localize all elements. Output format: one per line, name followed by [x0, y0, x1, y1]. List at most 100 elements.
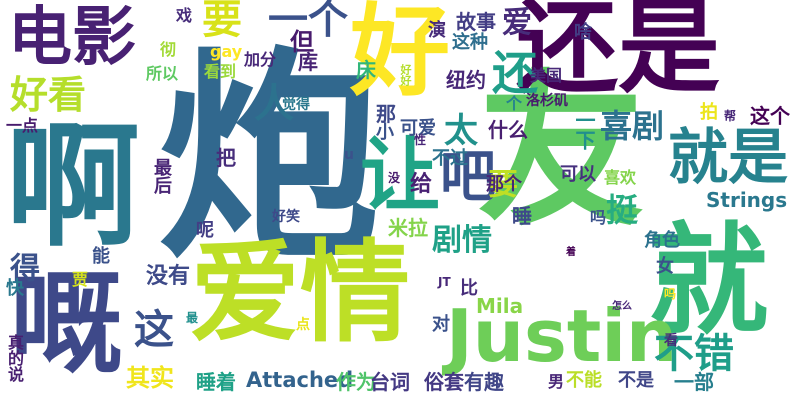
- word-keyi: 可以: [560, 164, 596, 185]
- word-ge: 个: [506, 94, 523, 113]
- word-meiguo: 美国: [530, 66, 563, 85]
- word-bang: 帮: [724, 109, 737, 123]
- word-zhendeshuo: 真的说: [5, 334, 24, 382]
- word-xiao: 小: [376, 122, 394, 143]
- word-nage: 那个: [486, 174, 522, 195]
- word-yao2: 要: [482, 168, 517, 198]
- word-jia: 贾: [72, 270, 89, 289]
- word-mila: Mila: [476, 294, 524, 318]
- word-u: u: [344, 147, 354, 163]
- word-zhege: 这个: [750, 104, 790, 128]
- word-haohao: 好好: [399, 64, 412, 86]
- word-buguo: 不过: [432, 148, 468, 169]
- word-attached: Attached: [246, 368, 354, 392]
- word-bucuo: 不错: [654, 331, 734, 377]
- word-tai: 太: [444, 111, 478, 151]
- word-zui: 最: [186, 311, 199, 325]
- word-dianying: 电影: [8, 1, 136, 75]
- word-yidian: 一点: [6, 116, 39, 135]
- word-qishi: 其实: [126, 364, 174, 392]
- word-luoshanji: 洛杉矶: [526, 93, 568, 109]
- word-nv: 女: [656, 256, 674, 277]
- word-bi: 比: [460, 278, 478, 299]
- word-xihuan: 喜欢: [604, 168, 637, 187]
- word-yan: 演: [428, 20, 446, 41]
- word-shui: 睡: [512, 204, 532, 228]
- word-gushi: 故事: [456, 10, 496, 34]
- word-jiu: 就: [648, 212, 768, 351]
- word-yibu: 一部: [674, 370, 714, 394]
- word-ai: 爱: [496, 6, 531, 36]
- word-juese: 角色: [644, 230, 680, 251]
- word-zuowei: 作为: [336, 370, 376, 394]
- word-shenme: 什么: [488, 118, 528, 142]
- word-dui: 对: [432, 314, 450, 335]
- word-juqing: 剧情: [432, 223, 492, 258]
- word-keai: 可爱: [400, 118, 436, 139]
- word-yao: 要: [202, 0, 242, 43]
- word-bushi: 不是: [618, 370, 654, 391]
- word-neng: 能: [92, 246, 110, 267]
- word-xi: 戏: [176, 6, 193, 25]
- word-kai: 嘅: [10, 259, 122, 389]
- word-shuizhe: 睡着: [196, 370, 236, 394]
- word-zhe2: 着: [566, 247, 576, 258]
- word-sutao: 俗套: [424, 370, 464, 394]
- word-ku: 库: [298, 50, 318, 74]
- word-ba: 吧: [440, 145, 496, 210]
- word-xiju: 喜剧: [600, 107, 665, 145]
- word-meiyou: 没有: [146, 264, 191, 289]
- word-kan: 看: [664, 333, 678, 349]
- word-jiushi: 就是: [668, 123, 788, 193]
- word-aiqing: 爱情: [190, 229, 410, 357]
- word-kuai: 快: [6, 278, 24, 299]
- word-haoxiao: 好笑: [272, 209, 300, 225]
- word-hai: 还: [492, 46, 538, 100]
- word-niuyue: 纽约: [446, 68, 486, 92]
- word-strings: Strings: [706, 188, 788, 212]
- word-zenme: 怎么: [612, 301, 632, 312]
- word-dian: 点: [296, 317, 310, 333]
- word-taici: 台词: [370, 370, 410, 394]
- word-hao: 好: [350, 0, 450, 110]
- word-you: 友: [478, 56, 644, 249]
- word-yige: 一个: [268, 0, 348, 43]
- word-xing: 性: [414, 133, 427, 147]
- word-a: 啊: [6, 109, 141, 265]
- word-ting: 挺: [606, 191, 639, 229]
- word-haishi: 还是: [516, 0, 720, 108]
- word-chuang: 床: [356, 58, 376, 82]
- word-juede: 觉得: [282, 97, 310, 113]
- word-youqu: 有趣: [464, 370, 504, 394]
- word-sha: 啥: [574, 22, 592, 43]
- word-jt: JT: [438, 275, 451, 289]
- word-haokan: 好看: [10, 73, 87, 117]
- word-mei: 没: [388, 171, 401, 185]
- word-pai: 拍: [700, 102, 718, 123]
- word-zhezhong: 这种: [452, 32, 488, 53]
- word-suoyi: 所以: [146, 64, 179, 83]
- word-kandao: 看到: [204, 62, 237, 81]
- word-gei: 给: [410, 172, 433, 197]
- word-mila-cn: 米拉: [388, 216, 428, 240]
- word-ma2: 吗: [664, 287, 677, 301]
- word-ren: 人: [254, 81, 294, 127]
- word-ne: 呢: [196, 220, 214, 241]
- word-che: 彻: [160, 40, 177, 59]
- word-buneng: 不能: [566, 370, 602, 391]
- word-zhe: 这: [134, 307, 174, 353]
- word-yixia: 一下: [572, 110, 596, 150]
- word-ba2: 把: [216, 146, 236, 170]
- word-dan: 但: [290, 28, 314, 56]
- word-justin: Justin: [446, 294, 678, 378]
- word-nan: 男: [548, 372, 565, 391]
- word-pao: 炮: [158, 30, 380, 288]
- word-rang: 让: [360, 129, 440, 222]
- word-na: 那: [376, 102, 396, 126]
- word-zuihou: 最后: [151, 158, 172, 194]
- word-ma: 吗: [590, 208, 607, 227]
- word-de: 得: [4, 252, 39, 282]
- word-gay: gay: [210, 42, 243, 61]
- word-jiafen: 加分: [244, 50, 277, 69]
